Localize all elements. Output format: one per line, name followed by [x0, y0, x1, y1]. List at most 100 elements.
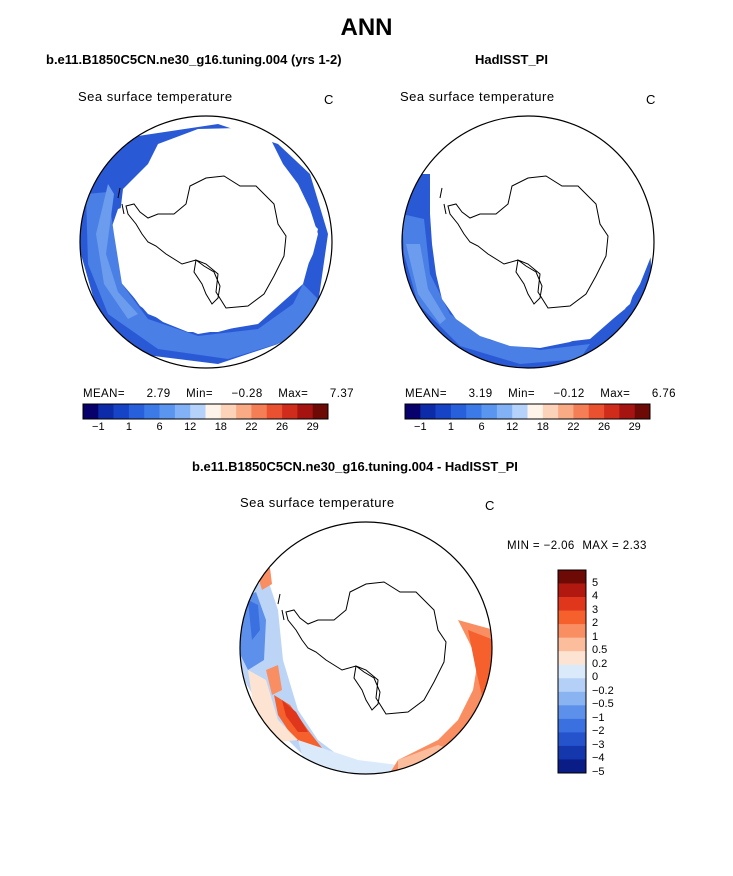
panel-1-colorbar-swatch	[128, 404, 145, 419]
difference-panel-title: b.e11.B1850C5CN.ne30_g16.tuning.004 - Ha…	[192, 459, 518, 474]
panel-2-stats: MEAN= 3.19 Min= −0.12 Max= 6.76	[405, 388, 676, 400]
difference-colorbar-tick-label: 2	[592, 617, 599, 630]
panel-1-stats: MEAN= 2.79 Min= −0.28 Max= 7.37	[83, 388, 354, 400]
panel-2-ice-region	[430, 122, 654, 348]
difference-colorbar-swatch	[558, 583, 586, 598]
panel-2-colorbar-swatch	[619, 404, 635, 419]
difference-colorbar-tick-label: −1	[592, 711, 605, 724]
panel-2-min-label: Min=	[508, 388, 536, 400]
panel-2-colorbar-swatch	[420, 404, 436, 419]
panel-1-mean-label: MEAN=	[83, 388, 125, 400]
panel-1-colorbar-swatch	[174, 404, 191, 419]
difference-colorbar-swatch	[558, 597, 586, 611]
panel-1-colorbar-swatch	[159, 404, 176, 419]
panel-2-title: HadISST_PI	[475, 52, 548, 67]
panel-1-colorbar-swatch	[113, 404, 130, 419]
panel-1-colorbar-swatch	[144, 404, 160, 419]
panel-2-colorbar-swatch	[558, 404, 574, 419]
difference-colorbar-ticks: 5 4 3 2 1 0.5 0.2 0 −0.2 −0.5 −1 −2 −3 −4 −5	[592, 570, 652, 778]
panel-1-colorbar-tick-label: 22	[245, 421, 258, 433]
panel-2-colorbar-tick-label: 22	[567, 421, 580, 433]
difference-colorbar-tick-label: 1	[592, 630, 599, 643]
difference-colorbar-swatch	[558, 637, 586, 652]
panel-1-colorbar-swatch	[282, 404, 298, 419]
difference-colorbar-tick-label: 3	[592, 603, 599, 616]
panel-2-colorbar	[404, 403, 651, 420]
panel-2-units-label: C	[646, 92, 656, 107]
difference-colorbar-tick-label: −0.2	[592, 684, 614, 697]
panel-2-colorbar-tick-label: 29	[628, 421, 641, 433]
panel-2-colorbar-tick-label: 18	[536, 421, 549, 433]
panel-1-colorbar-tick-label: 18	[214, 421, 227, 433]
difference-colorbar-tick-label: 5	[592, 576, 599, 589]
difference-max-value: 2.33	[622, 540, 647, 552]
panel-1-colorbar-swatch	[251, 404, 268, 419]
panel-1-units-label: C	[324, 92, 334, 107]
difference-antarctica-coastline	[285, 581, 447, 715]
panel-2-colorbar-swatch	[435, 404, 452, 419]
difference-units-label: C	[485, 498, 495, 513]
panel-2-colorbar-swatch	[466, 404, 482, 419]
panel-1-colorbar-swatch	[297, 404, 313, 419]
panel-2-colorbar-swatch	[542, 404, 559, 419]
panel-1-antarctica-coastline	[125, 175, 287, 309]
difference-colorbar-swatch	[558, 678, 586, 693]
panel-2-colorbar-tick-label: 1	[447, 421, 454, 433]
panel-1-colorbar-swatch	[205, 404, 222, 419]
difference-variable-label: Sea surface temperature	[240, 495, 395, 510]
difference-colorbar-tick-label: 4	[592, 590, 599, 603]
panel-1-colorbar-tick-label: 1	[125, 421, 132, 433]
difference-colorbar-tick-label: −3	[592, 738, 605, 751]
difference-colorbar-tick-label: −5	[592, 766, 605, 778]
difference-min-label: MIN =	[507, 540, 540, 552]
panel-2-colorbar-swatch	[481, 404, 498, 419]
panel-1-title: b.e11.B1850C5CN.ne30_g16.tuning.004 (yrs…	[46, 52, 342, 67]
panel-1-colorbar-tick-label: 29	[306, 421, 319, 433]
panel-1-max-value: 7.37	[329, 388, 354, 400]
panel-2-sst-inner-band	[402, 214, 590, 364]
difference-colorbar-swatch	[558, 732, 586, 747]
difference-colorbar-swatch	[558, 664, 586, 679]
panel-1-mean-value: 2.79	[146, 388, 171, 400]
panel-1-colorbar-swatch	[266, 404, 283, 419]
difference-colorbar-tick-label: −2	[592, 725, 605, 738]
difference-min-value: −2.06	[543, 540, 575, 552]
panel-2-min-value: −0.12	[553, 388, 585, 400]
panel-2-colorbar-swatch	[588, 404, 605, 419]
panel-2-colorbar-swatch	[527, 404, 544, 419]
panel-2-colorbar-tick-label: 12	[506, 421, 519, 433]
panel-2-colorbar-tick-label: −1	[414, 421, 427, 433]
difference-colorbar-tick-label: 0.2	[592, 657, 608, 670]
difference-colorbar-swatch	[558, 651, 586, 666]
panel-1-polar-map	[79, 115, 333, 369]
difference-colorbar-swatch	[558, 570, 586, 584]
panel-2-mean-label: MEAN=	[405, 388, 447, 400]
panel-1-colorbar-swatch	[98, 404, 114, 419]
difference-colorbar-tick-label: 0	[592, 671, 599, 684]
panel-2-colorbar-swatch	[634, 404, 651, 419]
panel-2-mean-value: 3.19	[468, 388, 493, 400]
panel-1-colorbar-tick-label: −1	[92, 421, 105, 433]
panel-1-colorbar-swatch	[83, 404, 99, 419]
panel-2-colorbar-swatch	[405, 404, 421, 419]
panel-1-colorbar-tick-label: 6	[156, 421, 163, 433]
difference-colorbar-swatch	[558, 705, 586, 720]
panel-2-polar-map	[401, 115, 655, 369]
difference-polar-map	[239, 521, 493, 775]
panel-1-colorbar-swatch	[236, 404, 252, 419]
difference-max-label: MAX =	[582, 540, 620, 552]
panel-1-colorbar-swatch	[190, 404, 206, 419]
difference-colorbar-tick-label: −4	[592, 752, 605, 765]
panel-2-colorbar-tick-label: 6	[478, 421, 485, 433]
panel-2-colorbar-ticks: −1 1 6 12 18 22 26 29	[405, 421, 650, 435]
difference-colorbar	[557, 569, 587, 774]
panel-1-colorbar-swatch	[220, 404, 237, 419]
difference-colorbar-swatch	[558, 624, 586, 638]
panel-2-colorbar-swatch	[604, 404, 620, 419]
panel-2-colorbar-swatch	[512, 404, 528, 419]
difference-colorbar-swatch	[558, 610, 586, 625]
difference-colorbar-swatch	[558, 759, 586, 774]
panel-2-colorbar-swatch	[496, 404, 513, 419]
panel-1-colorbar-swatch	[312, 404, 329, 419]
panel-1-min-label: Min=	[186, 388, 214, 400]
